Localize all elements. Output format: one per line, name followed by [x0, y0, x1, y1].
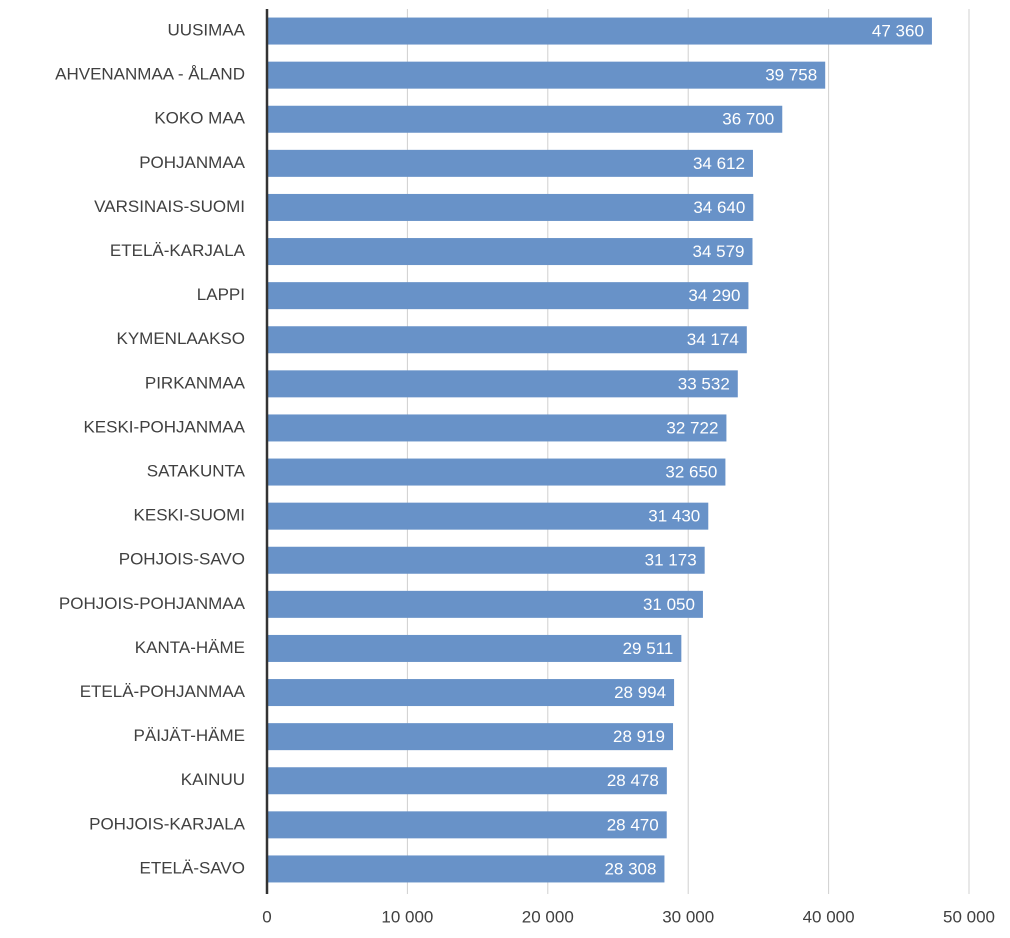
y-tick-label: UUSIMAA	[168, 21, 246, 40]
y-tick-label: POHJOIS-SAVO	[119, 550, 245, 569]
data-label: 29 511	[623, 639, 674, 658]
data-label: 47 360	[872, 22, 924, 41]
data-label: 34 174	[687, 330, 739, 349]
y-tick-label: KESKI-SUOMI	[134, 506, 245, 525]
x-tick-label: 30 000	[662, 907, 714, 926]
data-label: 33 532	[678, 374, 730, 393]
y-tick-label: KOKO MAA	[154, 109, 245, 128]
data-label: 34 290	[688, 286, 740, 305]
data-label: 28 470	[607, 815, 659, 834]
bar	[267, 149, 753, 177]
y-tick-label: POHJOIS-POHJANMAA	[59, 594, 246, 613]
data-label: 34 579	[692, 242, 744, 261]
data-label: 31 050	[643, 595, 695, 614]
y-tick-label: KESKI-POHJANMAA	[83, 417, 245, 436]
bar	[267, 634, 682, 662]
bar	[267, 370, 738, 398]
bar	[267, 502, 709, 530]
data-label: 28 919	[613, 727, 665, 746]
y-tick-label: POHJANMAA	[139, 153, 245, 172]
y-tick-label: VARSINAIS-SUOMI	[94, 197, 245, 216]
y-tick-label: PÄIJÄT-HÄME	[134, 726, 245, 745]
data-label: 28 478	[607, 771, 659, 790]
y-tick-label: SATAKUNTA	[147, 462, 246, 481]
y-tick-label: ETELÄ-KARJALA	[110, 241, 246, 260]
bar	[267, 61, 826, 89]
x-tick-label: 20 000	[522, 907, 574, 926]
bar	[267, 282, 749, 310]
bar	[267, 811, 667, 839]
bar	[267, 238, 753, 266]
y-tick-label: ETELÄ-SAVO	[140, 858, 246, 877]
y-tick-label: KYMENLAAKSO	[117, 329, 246, 348]
y-tick-label: LAPPI	[197, 285, 245, 304]
y-tick-label: PIRKANMAA	[145, 373, 246, 392]
y-tick-label: POHJOIS-KARJALA	[89, 814, 246, 833]
y-tick-label: KAINUU	[181, 770, 245, 789]
x-tick-label: 10 000	[381, 907, 433, 926]
bar	[267, 767, 667, 795]
data-label: 32 650	[665, 463, 717, 482]
x-tick-label: 0	[262, 907, 271, 926]
bar	[267, 193, 754, 221]
bar	[267, 590, 703, 618]
bar	[267, 855, 665, 883]
bar	[267, 458, 726, 486]
data-label: 36 700	[722, 110, 774, 129]
x-tick-label: 40 000	[803, 907, 855, 926]
bar	[267, 723, 674, 751]
bar	[267, 326, 747, 354]
bar	[267, 105, 783, 133]
data-label: 32 722	[666, 418, 718, 437]
data-label: 34 612	[693, 154, 745, 173]
y-tick-label: ETELÄ-POHJANMAA	[80, 682, 246, 701]
bar	[267, 546, 705, 574]
y-tick-label: AHVENANMAA - ÅLAND	[55, 65, 245, 84]
data-label: 28 994	[614, 683, 666, 702]
data-label: 39 758	[765, 66, 817, 85]
x-tick-label: 50 000	[943, 907, 995, 926]
y-tick-label: KANTA-HÄME	[135, 638, 245, 657]
data-label: 28 308	[604, 859, 656, 878]
bar	[267, 679, 675, 707]
data-label: 34 640	[693, 198, 745, 217]
data-label: 31 173	[645, 551, 697, 570]
data-label: 31 430	[648, 507, 700, 526]
bar	[267, 414, 727, 442]
bar	[267, 17, 932, 45]
